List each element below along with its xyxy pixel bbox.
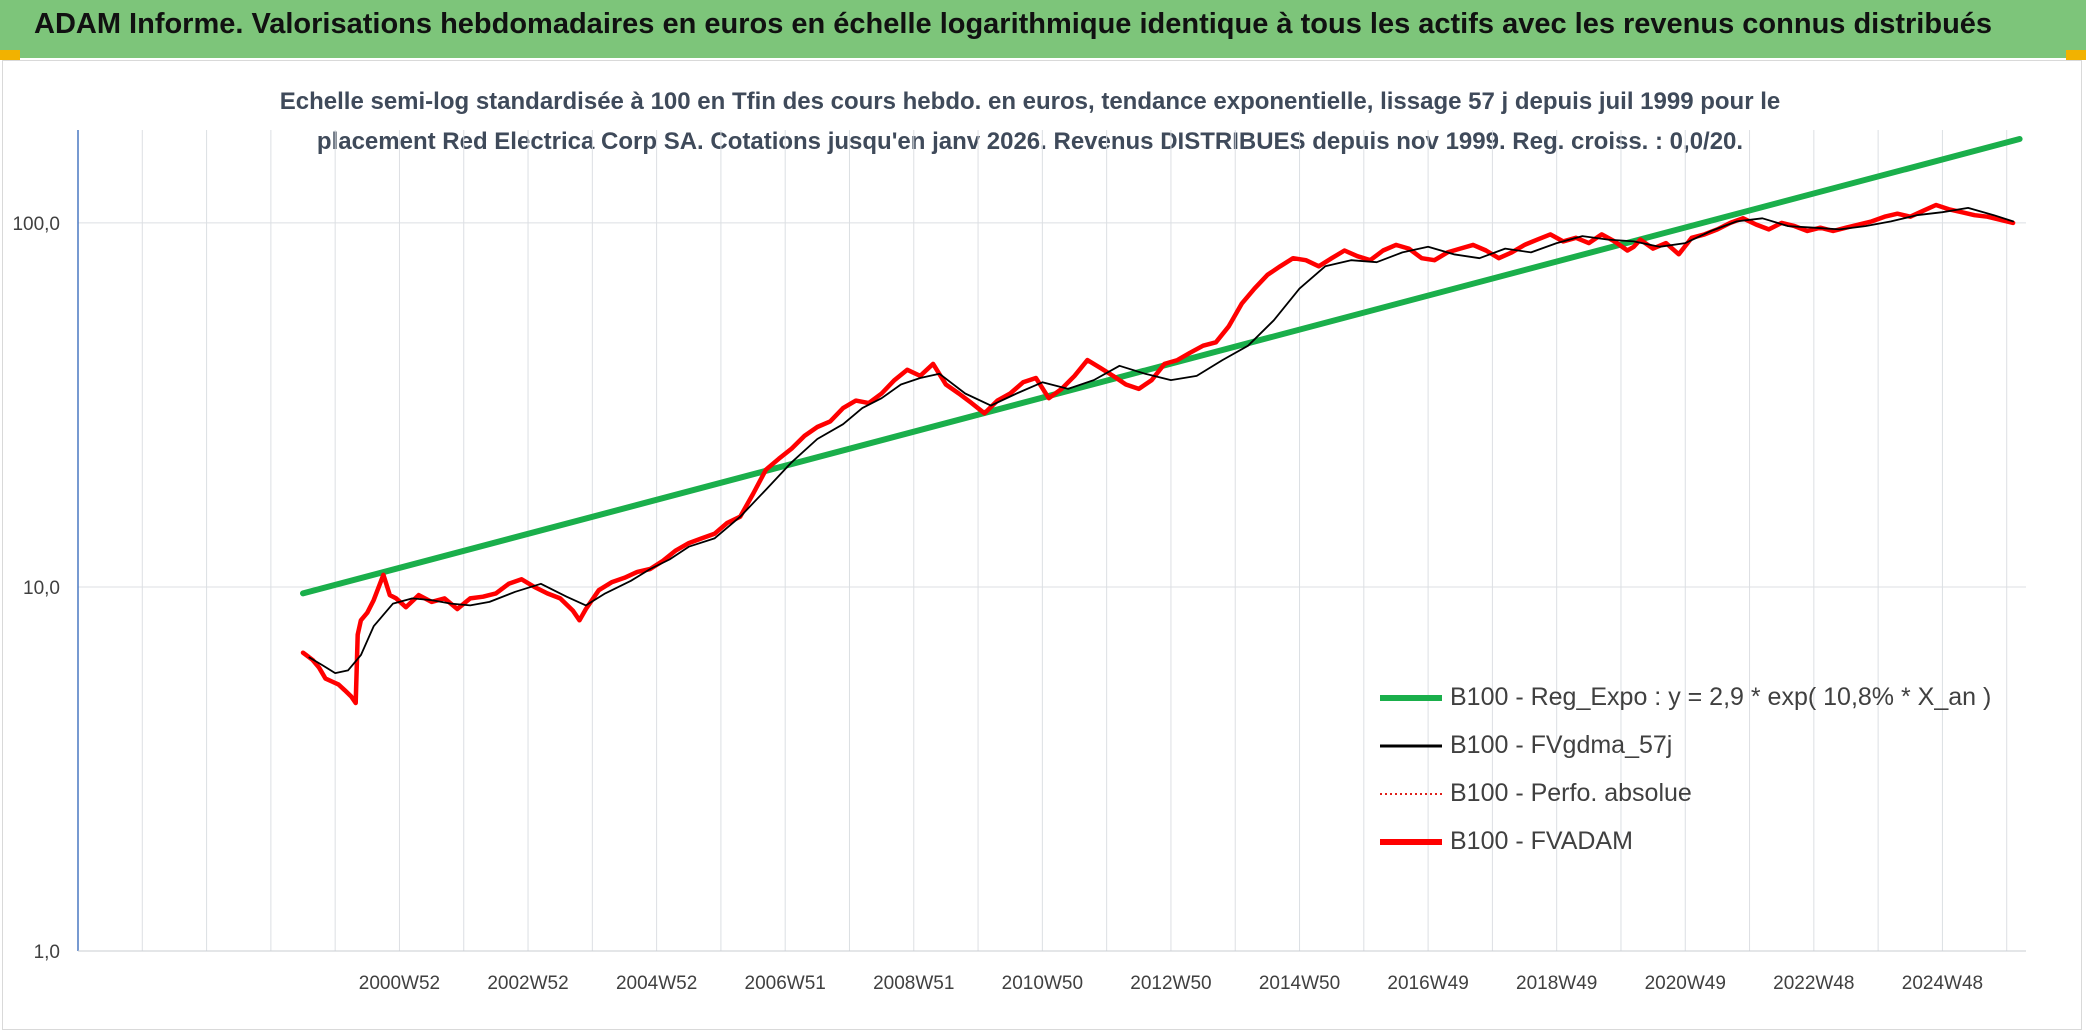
legend-item-perfo: B100 - Perfo. absolue xyxy=(1380,776,2030,812)
x-tick-label: 2018W49 xyxy=(1516,973,1597,994)
legend-label-perfo: B100 - Perfo. absolue xyxy=(1450,779,1692,807)
chart-frame xyxy=(2,60,2082,1030)
series-line-fvadam xyxy=(300,202,2016,706)
x-tick-label: 2004W52 xyxy=(616,973,697,994)
x-tick-label: 2012W50 xyxy=(1130,973,1211,994)
y-tick-label: 10,0 xyxy=(23,578,60,599)
legend-item-reg-expo: B100 - Reg_Expo : y = 2,9 * exp( 10,8% *… xyxy=(1380,680,2030,716)
legend-item-fvgdma: B100 - FVgdma_57j xyxy=(1380,728,2030,764)
legend-label-fvgdma: B100 - FVgdma_57j xyxy=(1450,731,1673,759)
x-tick-label: 2002W52 xyxy=(487,973,568,994)
legend-swatch-reg-expo xyxy=(1380,695,1442,701)
legend-swatch-fvgdma xyxy=(1380,744,1442,748)
x-tick-label: 2020W49 xyxy=(1645,973,1726,994)
x-tick-label: 2008W51 xyxy=(873,973,954,994)
legend-item-fvadam: B100 - FVADAM xyxy=(1380,824,2030,860)
chart-legend: B100 - Reg_Expo : y = 2,9 * exp( 10,8% *… xyxy=(1380,680,2030,870)
report-title: ADAM Informe. Valorisations hebdomadaire… xyxy=(34,8,1993,40)
x-tick-label: 2022W48 xyxy=(1773,973,1854,994)
chart-subtitle-line1: Echelle semi-log standardisée à 100 en T… xyxy=(279,88,1781,115)
series-line-fvgdma xyxy=(308,207,2014,674)
legend-swatch-fvadam xyxy=(1380,839,1442,845)
x-tick-label: 2000W52 xyxy=(359,973,440,994)
x-tick-label: 2024W48 xyxy=(1902,973,1983,994)
legend-swatch-perfo xyxy=(1380,793,1442,795)
legend-label-fvadam: B100 - FVADAM xyxy=(1450,827,1633,855)
x-tick-label: 2014W50 xyxy=(1259,973,1340,994)
header-banner: ADAM Informe. Valorisations hebdomadaire… xyxy=(0,0,2086,58)
corner-mark-right xyxy=(2066,50,2086,60)
chart-subtitle-line2: placement Red Electrica Corp SA. Cotatio… xyxy=(316,128,1744,155)
y-tick-label: 1,0 xyxy=(34,942,60,963)
y-tick-label: 100,0 xyxy=(12,214,60,235)
corner-mark-left xyxy=(0,50,20,60)
x-tick-label: 2016W49 xyxy=(1387,973,1468,994)
legend-label-reg-expo: B100 - Reg_Expo : y = 2,9 * exp( 10,8% *… xyxy=(1450,683,1992,711)
x-tick-label: 2006W51 xyxy=(745,973,826,994)
x-tick-label: 2010W50 xyxy=(1002,973,1083,994)
